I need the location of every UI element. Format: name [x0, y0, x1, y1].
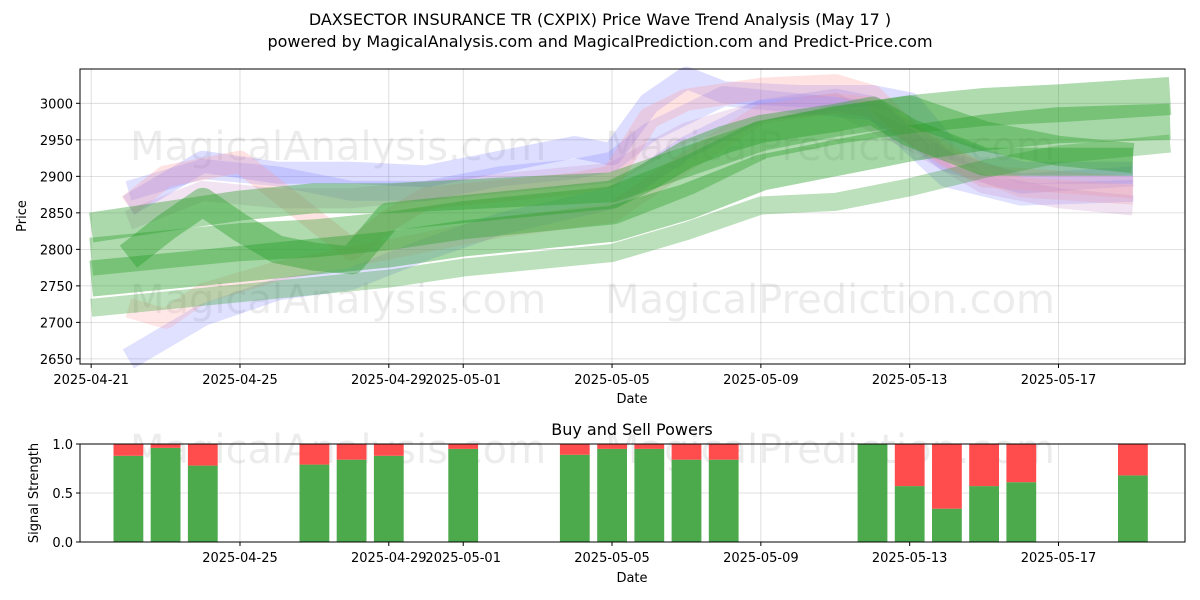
price-y-tick-label: 2900	[40, 170, 73, 185]
signal-y-tick-label: 0.5	[52, 487, 73, 502]
sell-power-bar	[932, 444, 962, 509]
price-y-tick-label: 2700	[40, 316, 73, 331]
price-series-pink-wave-1	[121, 74, 1134, 261]
buy-power-bar	[187, 465, 218, 542]
price-series-blue-wave-3	[125, 86, 1134, 201]
price-series-purple-wave-1	[124, 93, 1134, 230]
price-series-blue-wave-1	[122, 66, 1133, 215]
sell-power-bar	[597, 444, 627, 449]
buy-power-bar	[969, 486, 999, 542]
price-series-green-wave-1	[89, 77, 1172, 276]
sell-power-bar	[1118, 444, 1148, 476]
price-series-blue-wave-2	[122, 88, 1134, 369]
sell-power-bar	[708, 444, 739, 460]
buy-power-bar	[448, 448, 479, 542]
signal-bars	[113, 444, 1148, 542]
buy-power-bar	[597, 448, 627, 542]
sell-power-bar	[671, 444, 702, 460]
price-series-green-wave-5	[90, 134, 1171, 317]
price-y-tick-label: 3000	[40, 97, 73, 112]
sell-power-bar	[1006, 444, 1037, 483]
buy-power-bar	[559, 454, 590, 542]
buy-power-bar	[932, 508, 962, 542]
buy-power-bar	[299, 464, 330, 542]
price-y-tick-label: 2750	[40, 280, 73, 295]
price-watermark-bottom-left: MagicalAnalysis.com	[130, 277, 546, 323]
buy-power-bar	[373, 455, 404, 542]
sell-power-bar	[373, 444, 404, 456]
sell-power-bar	[969, 444, 999, 487]
signal-y-tick-label: 0.0	[52, 536, 73, 551]
price-y-axis-label: Price	[15, 200, 30, 232]
price-grid	[80, 69, 1185, 364]
signal-chart: Buy and Sell Powers MagicalAnalysis.com …	[27, 420, 1186, 586]
price-x-axis-label: Date	[616, 392, 647, 407]
sell-power-bar	[187, 444, 218, 466]
price-x-tick-label: 2025-05-01	[425, 373, 501, 388]
price-series	[89, 66, 1172, 369]
price-x-tick-label: 2025-04-21	[53, 373, 129, 388]
buy-power-bar	[671, 459, 702, 542]
buy-power-bar	[336, 459, 367, 542]
signal-x-tick-label: 2025-04-25	[202, 551, 278, 566]
signal-y-tick-label: 1.0	[52, 438, 73, 453]
sell-power-bar	[559, 444, 590, 455]
price-y-ticks: 2650 2700 2750 2800 2850 2900 2950 3000	[40, 97, 80, 368]
price-x-tick-label: 2025-04-29	[351, 373, 427, 388]
price-series-pink-wave-2	[125, 93, 1134, 329]
buy-power-bar	[857, 444, 888, 542]
sell-power-bar	[448, 444, 479, 449]
price-x-tick-label: 2025-05-17	[1021, 373, 1097, 388]
signal-y-ticks: 0.0 0.5 1.0	[52, 438, 80, 551]
price-watermark-top-right: MagicalPrediction.com	[605, 124, 1055, 170]
price-x-ticks: 2025-04-21 2025-04-25 2025-04-292025-05-01…	[53, 364, 1096, 388]
price-plot-frame	[79, 68, 1186, 365]
price-watermark-top-left: MagicalAnalysis.com	[130, 124, 546, 170]
signal-x-tick-label: 2025-05-01	[425, 551, 501, 566]
figure-title: DAXSECTOR INSURANCE TR (CXPIX) Price Wav…	[309, 10, 891, 29]
price-x-tick-label: 2025-05-13	[872, 373, 948, 388]
signal-x-tick-label: 2025-05-17	[1021, 551, 1097, 566]
buy-power-bar	[150, 447, 181, 542]
price-y-tick-label: 2800	[40, 243, 73, 258]
price-series-green-wave-2	[89, 103, 1171, 297]
signal-chart-title: Buy and Sell Powers	[551, 420, 713, 439]
buy-power-bar	[894, 486, 925, 542]
price-x-tick-label: 2025-05-05	[574, 373, 650, 388]
buy-power-bar	[113, 455, 144, 542]
signal-x-tick-label: 2025-05-05	[574, 551, 650, 566]
sell-power-bar	[894, 444, 925, 487]
sell-power-bar	[336, 444, 367, 460]
sell-power-bar	[150, 444, 181, 448]
price-plot-background	[80, 69, 1185, 364]
price-series-green-wave-3	[89, 95, 1135, 243]
buy-power-bar	[634, 448, 665, 542]
price-series-green-wave-4	[119, 96, 1133, 275]
buy-power-bar	[1118, 475, 1148, 542]
price-watermark-bottom-right: MagicalPrediction.com	[605, 277, 1055, 323]
signal-x-axis-label: Date	[616, 571, 647, 586]
sell-power-bar	[299, 444, 330, 465]
signal-y-axis-label: Signal Strength	[27, 443, 42, 543]
signal-x-tick-label: 2025-04-29	[351, 551, 427, 566]
signal-x-tick-label: 2025-05-09	[723, 551, 799, 566]
price-x-tick-label: 2025-05-09	[723, 373, 799, 388]
figure-subtitle: powered by MagicalAnalysis.com and Magic…	[267, 32, 932, 51]
price-y-tick-label: 2850	[40, 207, 73, 222]
buy-power-bar	[708, 459, 739, 542]
sell-power-bar	[634, 444, 665, 449]
price-x-tick-label: 2025-04-25	[202, 373, 278, 388]
buy-power-bar	[1006, 482, 1037, 542]
signal-x-tick-label: 2025-05-13	[872, 551, 948, 566]
sell-power-bar	[113, 444, 144, 456]
price-y-tick-label: 2950	[40, 134, 73, 149]
price-chart: MagicalAnalysis.com MagicalPrediction.co…	[15, 66, 1186, 407]
price-y-tick-label: 2650	[40, 353, 73, 368]
